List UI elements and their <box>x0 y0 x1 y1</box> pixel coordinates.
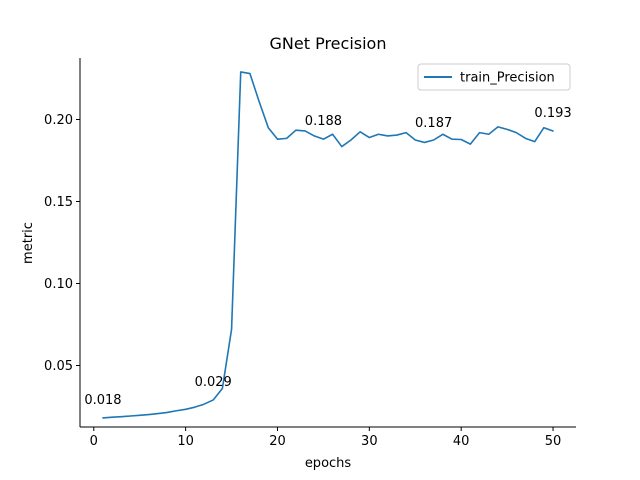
data-label: 0.018 <box>84 393 121 408</box>
x-ticks: 0 10 20 30 40 50 <box>90 427 562 449</box>
plot-area: 0.018 0.029 0.188 0.187 0.193 <box>84 71 572 419</box>
y-tick-label: 0.10 <box>44 277 73 292</box>
y-tick-label: 0.15 <box>44 195 73 210</box>
y-tick-label: 0.05 <box>44 359 73 374</box>
chart-title: GNet Precision <box>270 34 387 53</box>
y-tick-label: 0.20 <box>44 113 73 128</box>
legend-box <box>417 63 571 91</box>
x-axis-label: epochs <box>305 456 352 471</box>
x-tick-label: 40 <box>453 434 470 449</box>
data-label: 0.187 <box>415 116 452 131</box>
data-label: 0.193 <box>534 106 571 121</box>
x-tick-label: 10 <box>177 434 194 449</box>
x-tick-label: 0 <box>90 434 98 449</box>
x-tick-label: 50 <box>545 434 562 449</box>
legend-label: train_Precision <box>460 71 555 86</box>
data-label: 0.188 <box>305 114 342 129</box>
x-tick-label: 30 <box>361 434 378 449</box>
x-tick-label: 20 <box>269 434 286 449</box>
data-label: 0.029 <box>195 375 232 390</box>
y-ticks: 0.05 0.10 0.15 0.20 <box>44 113 80 374</box>
y-axis-label: metric <box>21 222 36 264</box>
series-line-train_Precision <box>102 71 554 419</box>
legend: train_Precision <box>417 63 571 91</box>
